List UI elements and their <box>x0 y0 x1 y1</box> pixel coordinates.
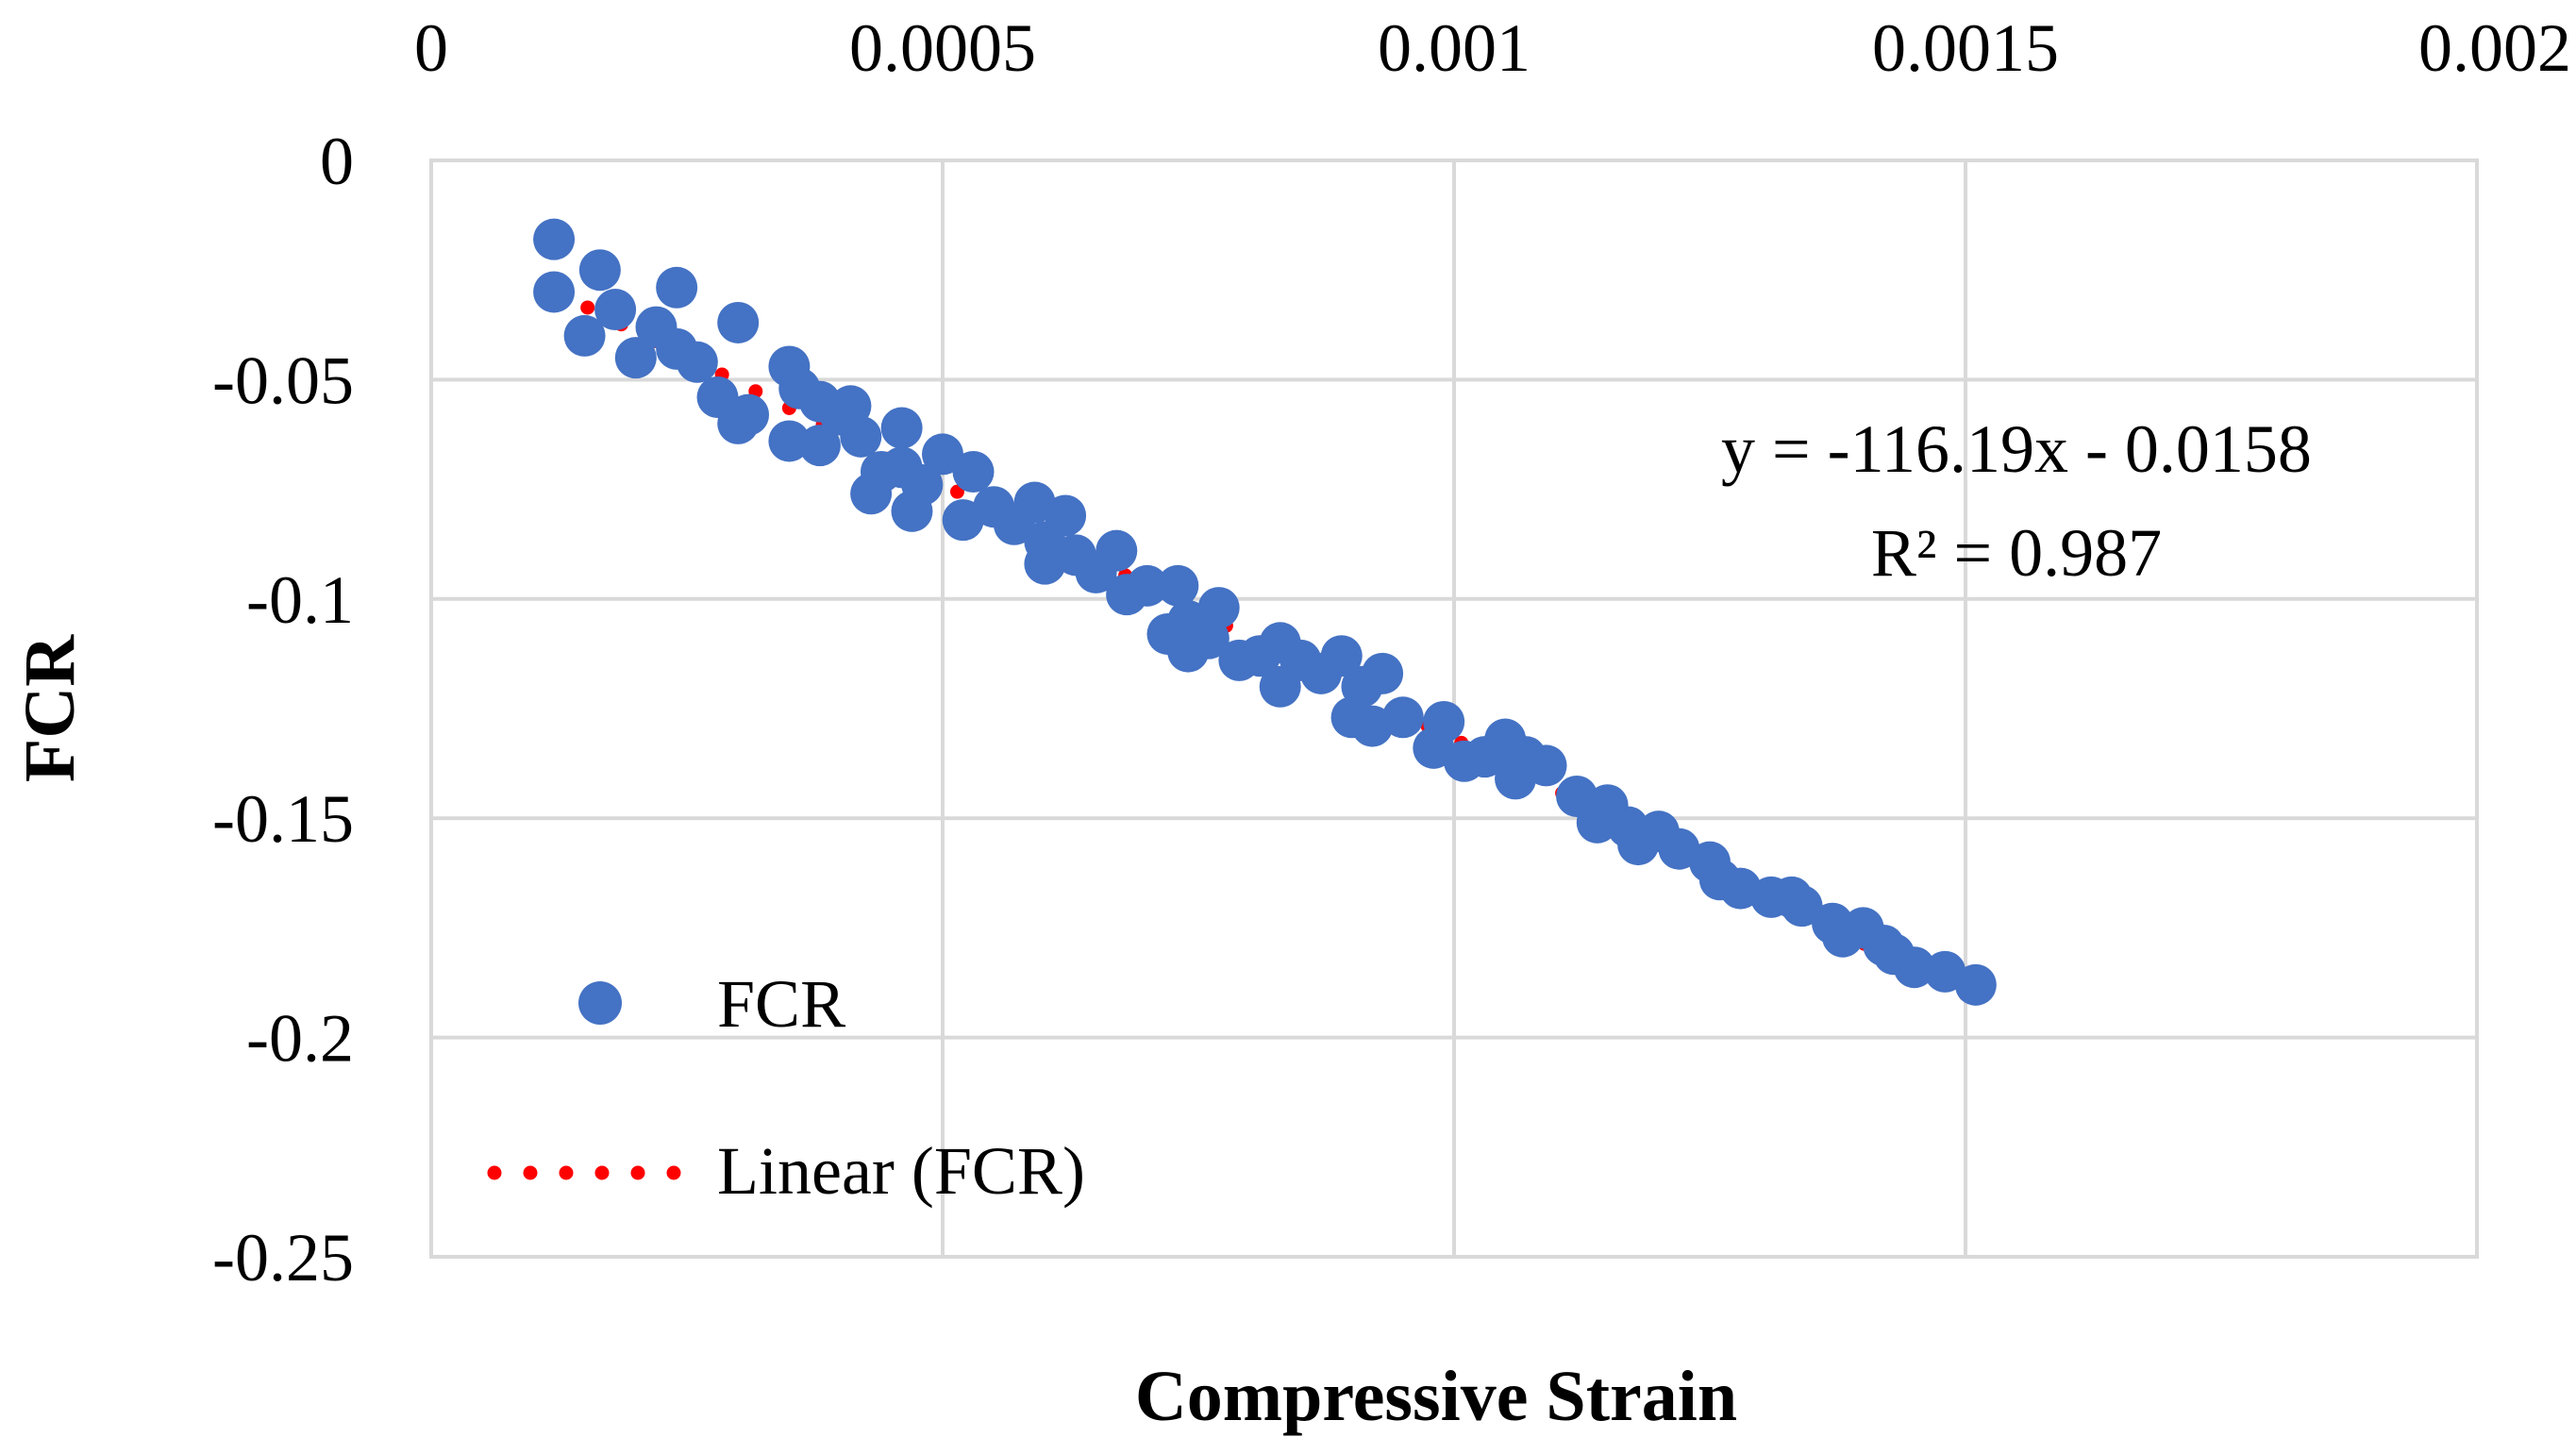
legend-label-fcr: FCR <box>717 966 845 1042</box>
data-point <box>768 420 811 462</box>
y-tick-label: -0.05 <box>212 343 354 418</box>
data-point <box>901 463 944 506</box>
y-tick-label: -0.15 <box>212 781 354 857</box>
y-axis-title: FCR <box>10 634 90 782</box>
data-point <box>728 393 770 436</box>
legend-trend-dot <box>559 1165 574 1180</box>
data-point <box>533 271 576 313</box>
legend-marker-trendline <box>487 1165 681 1180</box>
data-point <box>880 407 923 449</box>
legend-marker-fcr <box>578 981 622 1025</box>
data-point <box>1362 652 1404 694</box>
data-point <box>594 289 637 331</box>
legend-trend-dot <box>666 1165 681 1180</box>
data-point <box>922 433 963 476</box>
y-tick-labels: 0 -0.05 -0.1 -0.15 -0.2 -0.25 <box>212 124 354 1295</box>
data-point <box>1893 946 1935 989</box>
data-point <box>952 451 995 493</box>
data-point <box>1096 529 1138 572</box>
x-tick-labels: 0 0.0005 0.001 0.0015 0.002 <box>414 10 2571 86</box>
x-tick-label: 0.002 <box>2418 10 2571 86</box>
y-tick-label: -0.25 <box>212 1220 354 1295</box>
data-point <box>614 337 657 379</box>
y-tick-label: -0.1 <box>246 562 354 638</box>
data-point <box>1045 494 1087 537</box>
data-point <box>1197 587 1240 629</box>
data-point <box>676 341 718 383</box>
data-points <box>533 218 1997 1006</box>
x-tick-label: 0.0015 <box>1872 10 2059 86</box>
trendline-dot <box>580 300 595 315</box>
data-point <box>533 218 576 260</box>
data-point <box>1126 564 1168 607</box>
data-point <box>1320 635 1363 677</box>
legend-trend-dot <box>523 1165 538 1180</box>
plot-border <box>429 159 2479 1259</box>
data-point <box>1423 700 1465 743</box>
x-tick-label: 0.0005 <box>849 10 1036 86</box>
data-point <box>578 249 621 292</box>
x-axis-title: Compressive Strain <box>1135 1357 1737 1436</box>
y-tick-label: -0.2 <box>246 1001 354 1077</box>
equation-annotation: y = -116.19x - 0.0158 <box>1721 411 2312 487</box>
y-tick-label: 0 <box>320 124 354 199</box>
data-point <box>840 415 882 458</box>
data-point <box>1954 963 1997 1006</box>
data-point <box>798 425 841 467</box>
data-point <box>717 301 760 343</box>
data-point <box>1157 564 1199 607</box>
data-point <box>563 314 606 357</box>
legend-trend-dot <box>630 1165 645 1180</box>
data-point <box>1525 744 1567 787</box>
legend: FCR Linear (FCR) <box>487 966 1085 1209</box>
legend-label-trendline: Linear (FCR) <box>717 1133 1085 1209</box>
r-squared-annotation: R² = 0.987 <box>1871 515 2162 591</box>
data-point <box>1381 696 1424 739</box>
x-tick-label: 0.001 <box>1378 10 1531 86</box>
legend-trend-dot <box>594 1165 610 1180</box>
legend-trend-dot <box>487 1165 502 1180</box>
x-tick-label: 0 <box>414 10 448 86</box>
data-point <box>656 266 698 309</box>
data-point <box>1781 885 1823 928</box>
